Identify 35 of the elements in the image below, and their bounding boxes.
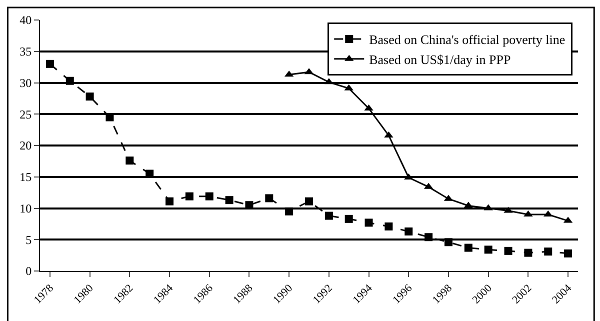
point [205,192,214,200]
legend-label: Based on China's official poverty line [369,32,566,48]
y-tick-label: 5 [26,232,32,247]
y-tick-label: 15 [20,170,32,184]
point [484,246,492,254]
y-tick-label: 20 [20,138,32,153]
point [464,244,472,252]
point [344,214,353,223]
point [324,212,333,220]
point [364,218,373,227]
y-tick-label: 35 [20,44,32,59]
point [225,196,234,204]
point [285,207,294,216]
y-tick-label: 30 [20,76,32,90]
point [185,192,194,200]
point [166,197,174,206]
point [504,246,512,255]
point [424,233,433,242]
y-tick-label: 40 [20,13,32,28]
y-tick-label: 10 [20,201,32,216]
point [524,248,532,257]
point [544,248,552,256]
legend-label: Based on US$1/day in PPP [369,52,511,67]
point [444,238,452,246]
point [564,249,572,258]
point [305,197,313,206]
point [126,156,134,165]
point [404,227,413,236]
point [46,60,54,68]
point [384,222,393,230]
point [66,76,74,85]
y-tick-label: 25 [20,107,32,122]
point [86,92,94,101]
point [265,194,274,202]
y-tick-label: 0 [26,264,32,278]
